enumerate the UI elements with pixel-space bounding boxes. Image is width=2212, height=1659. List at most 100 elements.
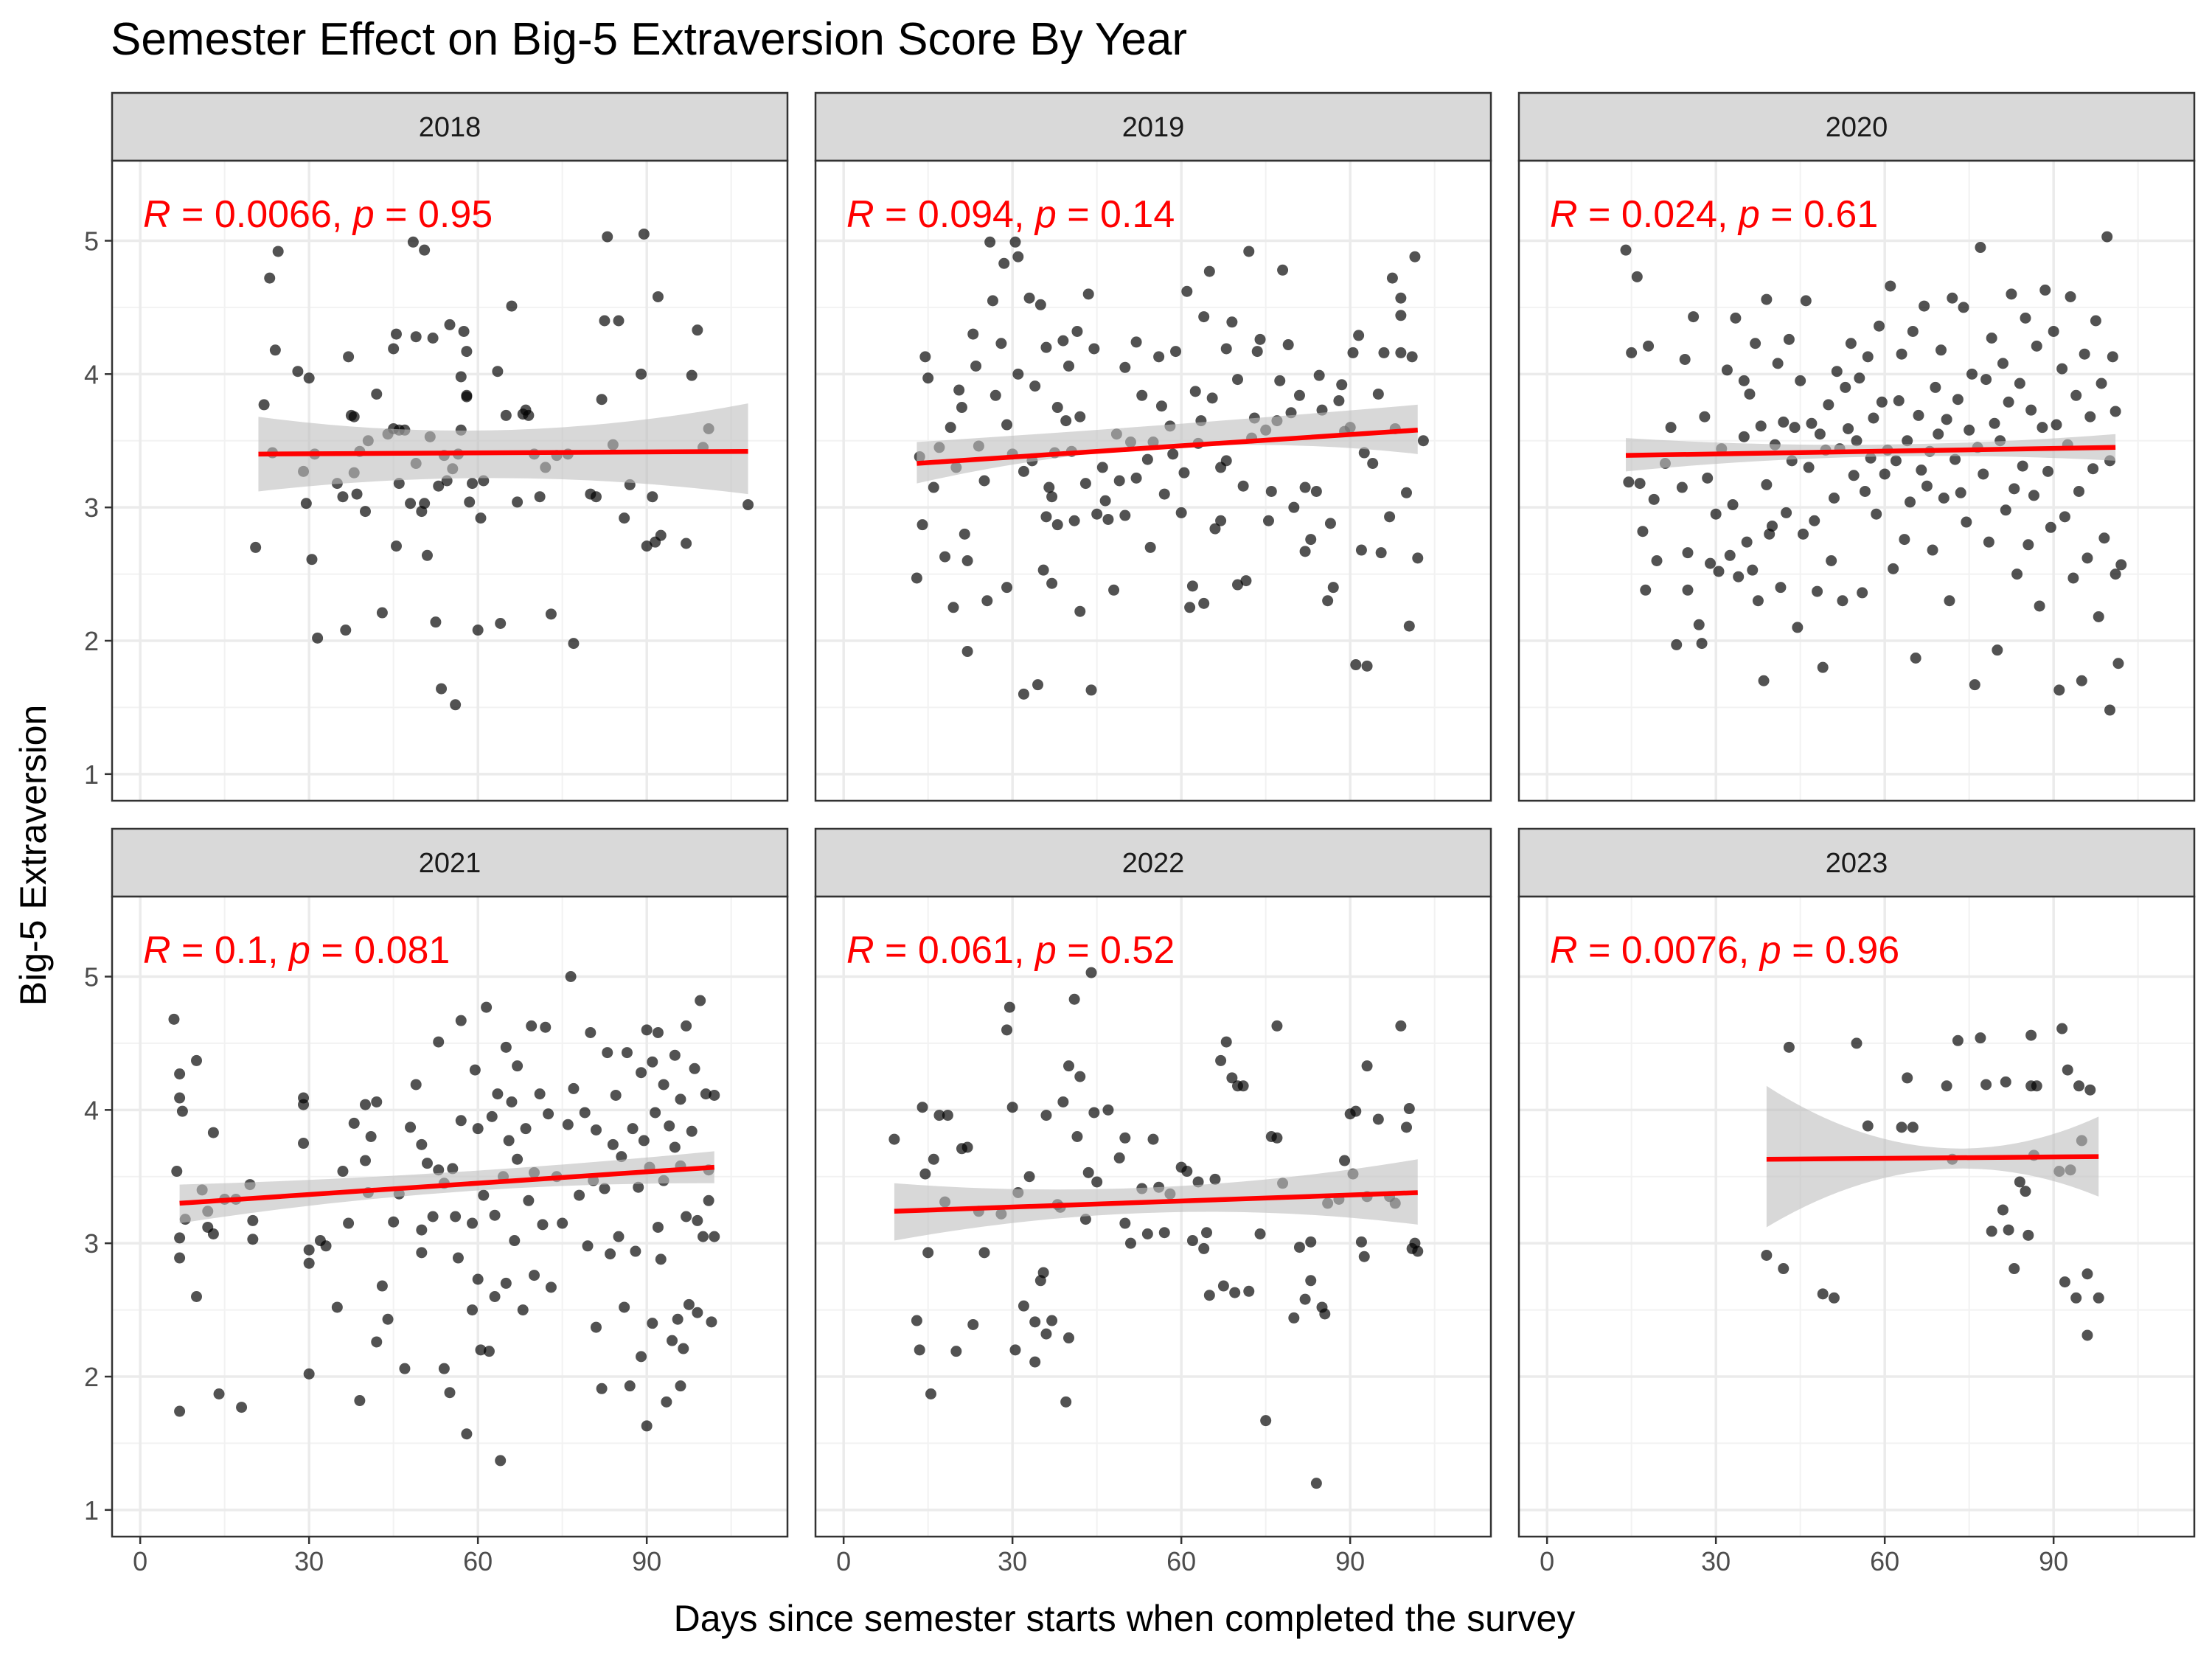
- data-point: [1012, 368, 1024, 380]
- data-point: [1288, 1312, 1300, 1324]
- data-point: [1885, 280, 1896, 292]
- data-point: [914, 1344, 925, 1356]
- data-point: [371, 1336, 383, 1348]
- data-point: [1206, 392, 1218, 404]
- r-symbol: R: [846, 929, 874, 972]
- data-point: [2059, 511, 2070, 523]
- y-tick-label: 3: [84, 493, 99, 523]
- data-point: [1623, 476, 1635, 488]
- data-point: [433, 480, 445, 492]
- data-point: [959, 528, 970, 540]
- data-point: [1812, 585, 1823, 597]
- facet-strip: [1517, 91, 2196, 162]
- facet-strip: [814, 91, 1492, 162]
- data-point: [543, 1108, 554, 1120]
- data-point: [1299, 481, 1311, 493]
- data-point: [1761, 479, 1773, 490]
- data-point: [1001, 1024, 1013, 1036]
- data-point: [961, 555, 973, 566]
- data-point: [405, 1121, 417, 1133]
- x-tick-label: 0: [1540, 1546, 1554, 1576]
- data-point: [1741, 536, 1753, 548]
- data-point: [1840, 381, 1851, 393]
- data-point: [444, 1387, 456, 1399]
- y-tick-label: 4: [84, 359, 99, 389]
- data-point: [2093, 611, 2104, 622]
- data-point: [1896, 1121, 1907, 1133]
- data-point: [664, 1120, 675, 1132]
- p-value: = 0.96: [1781, 929, 1899, 972]
- data-point: [1353, 330, 1365, 341]
- data-point: [1713, 566, 1725, 577]
- data-point: [1781, 507, 1792, 518]
- data-point: [517, 1304, 529, 1316]
- data-point: [1029, 1316, 1041, 1328]
- data-point: [686, 369, 698, 381]
- data-point: [1217, 1280, 1229, 1292]
- facet-panel-2019: 2019 R = 0.094, p = 0.14: [814, 91, 1492, 802]
- data-point: [416, 1247, 428, 1259]
- data-point: [427, 333, 439, 344]
- correlation-annotation: R = 0.0076, p = 0.96: [1550, 929, 1899, 972]
- data-point: [1324, 518, 1336, 529]
- data-point: [207, 1127, 219, 1138]
- panel-border: [814, 159, 1492, 802]
- data-point: [947, 602, 959, 613]
- facet-strip: [111, 91, 789, 162]
- data-point: [258, 399, 270, 411]
- data-point: [545, 1281, 557, 1293]
- data-point: [652, 291, 664, 302]
- data-point: [911, 1315, 922, 1326]
- data-point: [1277, 264, 1289, 276]
- data-point: [2042, 465, 2054, 477]
- data-point: [1761, 1249, 1773, 1261]
- data-point: [1758, 675, 1770, 686]
- data-point: [706, 1316, 717, 1328]
- regression-line: [1625, 445, 2116, 458]
- data-point: [1899, 534, 1910, 546]
- data-point: [1130, 472, 1142, 484]
- data-point: [1828, 493, 1840, 504]
- data-point: [2011, 568, 2023, 580]
- data-point: [298, 1099, 310, 1110]
- data-point: [478, 1189, 490, 1201]
- data-point: [430, 616, 442, 628]
- data-point: [2048, 325, 2059, 337]
- data-point: [1085, 967, 1097, 978]
- data-point: [1710, 508, 1722, 520]
- data-point: [652, 1026, 664, 1038]
- data-point: [464, 496, 476, 508]
- data-point: [984, 236, 996, 248]
- data-point: [444, 319, 456, 330]
- data-point: [2008, 1263, 2020, 1275]
- data-point: [1975, 242, 1986, 254]
- data-point: [1941, 414, 1952, 425]
- data-point: [467, 1217, 479, 1229]
- data-point: [919, 351, 931, 363]
- data-point: [585, 1026, 597, 1038]
- data-point: [1004, 1001, 1015, 1013]
- data-point: [1403, 620, 1415, 632]
- data-point: [1845, 338, 1857, 349]
- data-point: [1378, 347, 1390, 358]
- data-point: [1288, 501, 1300, 513]
- data-point: [489, 1209, 501, 1221]
- data-point: [2025, 1029, 2037, 1041]
- data-point: [1938, 493, 1950, 504]
- data-point: [1333, 395, 1345, 406]
- data-point: [1040, 1110, 1052, 1121]
- data-point: [967, 1318, 979, 1330]
- panel-border: [1517, 159, 2196, 802]
- data-point: [686, 1125, 698, 1137]
- p-value: = 0.14: [1057, 193, 1175, 236]
- data-point: [1896, 348, 1907, 360]
- data-point: [1665, 422, 1677, 434]
- data-point: [191, 1054, 202, 1066]
- data-point: [1702, 472, 1714, 484]
- data-point: [1082, 288, 1094, 300]
- data-point: [1226, 1072, 1238, 1084]
- data-point: [2079, 348, 2090, 360]
- data-point: [1403, 1103, 1415, 1115]
- data-point: [472, 625, 484, 636]
- data-point: [1783, 1041, 1795, 1053]
